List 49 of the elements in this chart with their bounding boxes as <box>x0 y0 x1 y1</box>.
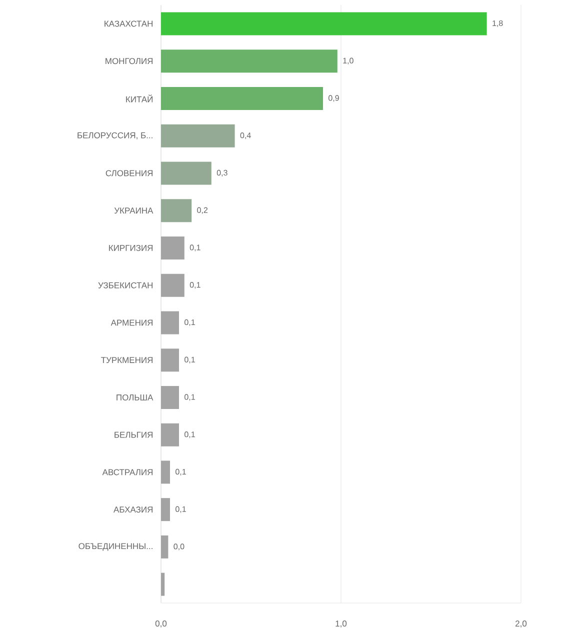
bar <box>160 386 179 409</box>
data-label: 0,1 <box>190 244 200 252</box>
data-label: 0,1 <box>184 432 195 438</box>
data-label: 0,3 <box>216 170 228 176</box>
y-tick-label: КИТАЙ <box>126 94 153 102</box>
bar <box>160 423 179 446</box>
data-label: 0,1 <box>176 468 186 476</box>
bar <box>160 236 184 260</box>
data-label: 0,4 <box>240 132 251 140</box>
x-tick-label: 0,0 <box>155 620 167 628</box>
y-tick-label: БЕЛЬГИЯ <box>114 432 152 438</box>
data-label: 0,1 <box>184 319 195 326</box>
y-tick-label: ТУРКМЕНИЯ <box>101 357 153 364</box>
bar <box>160 86 323 110</box>
y-tick-label: АВСТРАЛИЯ <box>102 469 152 476</box>
bar <box>160 124 235 148</box>
x-tick-label: 2,0 <box>516 620 527 628</box>
bar <box>160 311 179 334</box>
y-tick-label: СЛОВЕНИЯ <box>106 170 152 176</box>
data-label: 0,0 <box>174 544 184 550</box>
bar <box>160 162 212 185</box>
data-label: 0,2 <box>197 207 208 214</box>
y-tick-label: АБХАЗИЯ <box>114 506 152 513</box>
bar <box>160 572 165 596</box>
bar <box>160 498 170 522</box>
y-tick-label: БЕЛОРУССИЯ, Б... <box>78 132 152 140</box>
bar <box>160 12 487 36</box>
data-label: 0,1 <box>184 394 195 401</box>
y-tick-label: АРМЕНИЯ <box>110 320 152 326</box>
bar <box>160 199 192 222</box>
bar <box>160 348 179 372</box>
data-label: 0,9 <box>328 95 339 102</box>
bar <box>160 460 170 484</box>
y-tick-label: УЗБЕКИСТАН <box>98 282 153 288</box>
data-label: 1,8 <box>492 20 503 27</box>
y-tick-label: ПОЛЬША <box>116 394 154 400</box>
y-tick-label: ОБЪЕДИНЕННЫ... <box>78 543 152 551</box>
y-tick-label: МОНГОЛИЯ <box>106 58 153 64</box>
bar <box>160 50 338 73</box>
data-label: 0,1 <box>190 282 200 289</box>
data-label: 0,1 <box>184 356 195 364</box>
bar <box>160 274 184 297</box>
data-label: 1,0 <box>343 58 354 64</box>
y-tick-label: КИРГИЗИЯ <box>109 244 153 251</box>
bar <box>160 535 168 558</box>
x-tick-label: 1,0 <box>336 620 347 628</box>
y-tick-label: КАЗАХСТАН <box>104 20 153 27</box>
data-label: 0,1 <box>176 506 186 513</box>
y-tick-label: УКРАИНА <box>114 208 154 214</box>
